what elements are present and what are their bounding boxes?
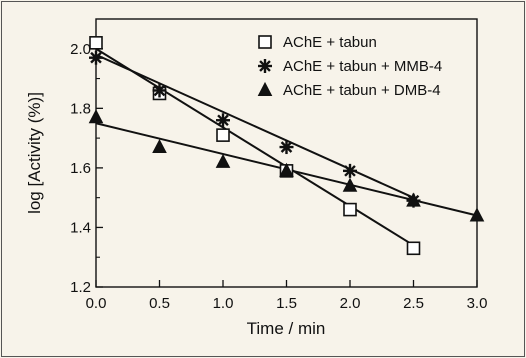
y-tick-label: 1.2 (70, 279, 91, 296)
y-axis: 1.2 1.4 1.6 1.8 2.0 (70, 41, 103, 296)
data-point (406, 241, 421, 256)
y-axis-title: log [Activity (%)] (25, 92, 44, 214)
data-point (89, 50, 103, 65)
y-tick-label: 1.4 (70, 219, 91, 236)
data-point (216, 128, 230, 142)
data-point (406, 192, 421, 207)
legend-marker (257, 81, 273, 96)
legend: AChE + tabun AChE + tabun + MMB-4 AChE + t… (257, 34, 442, 99)
fit-line (95, 53, 414, 199)
x-tick-label: 2.0 (340, 295, 361, 312)
data-point (342, 177, 358, 192)
data-point (279, 140, 294, 155)
legend-label: AChE + tabun + DMB-4 (283, 82, 441, 99)
y-tick-label: 2.0 (70, 41, 91, 58)
legend-marker (258, 35, 272, 49)
x-axis: 0.0 0.5 1.0 1.5 2.0 2.5 3.0 (86, 280, 488, 312)
legend-label: AChE + tabun (283, 34, 377, 51)
x-tick-label: 1.0 (213, 295, 234, 312)
data-point (216, 113, 230, 128)
data-point (469, 207, 485, 222)
x-axis-title: Time / min (247, 319, 326, 338)
data-point (89, 36, 103, 50)
x-tick-label: 2.5 (403, 295, 424, 312)
data-point (152, 83, 167, 98)
data-point (343, 202, 357, 217)
y-tick-label: 1.6 (70, 160, 91, 177)
fit-line (95, 47, 415, 247)
data-point (215, 153, 231, 168)
x-tick-label: 3.0 (467, 295, 488, 312)
y-tick-label: 1.8 (70, 100, 91, 117)
x-tick-label: 1.5 (276, 295, 297, 312)
data-point (88, 109, 104, 124)
legend-label: AChE + tabun + MMB-4 (283, 58, 442, 75)
data-point (343, 163, 357, 178)
data-points (88, 36, 485, 256)
data-point (152, 138, 167, 154)
x-tick-label: 0.5 (149, 295, 170, 312)
legend-marker (258, 59, 272, 73)
data-point (279, 162, 294, 177)
x-tick-label: 0.0 (86, 295, 107, 312)
